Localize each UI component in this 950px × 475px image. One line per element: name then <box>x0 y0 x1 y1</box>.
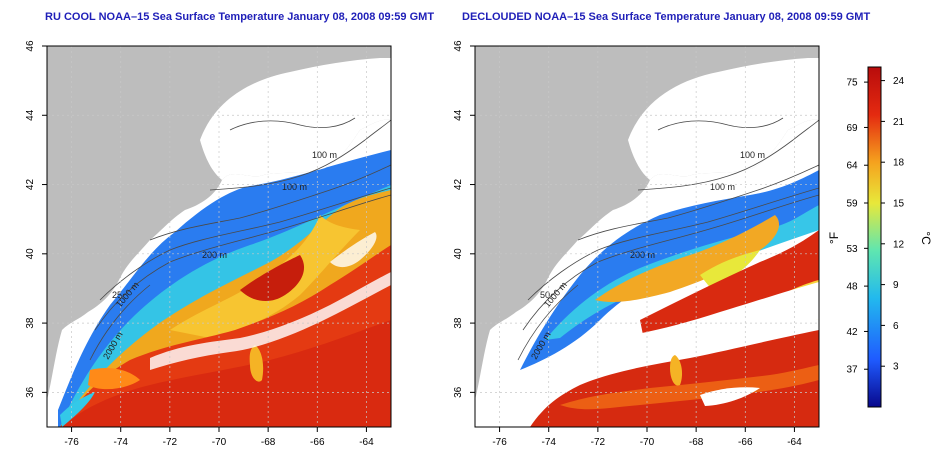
left-sst-map: 100 m 100 m 200 m 2000 m 1000 m 25 -76 -7… <box>25 40 392 448</box>
right-y-tick-label: 44 <box>453 109 464 121</box>
colorbar-fahrenheit-tick-label: 42 <box>846 327 858 338</box>
right-x-tick-label: -74 <box>541 437 556 448</box>
colorbar-ticks: 24 21 18 15 12 9 6 3 75 69 64 59 53 48 42 37 <box>846 76 904 376</box>
colorbar-gradient <box>867 66 882 408</box>
right-contour-label-1: 100 m <box>710 182 735 192</box>
colorbar-celsius-tick-label: 18 <box>893 158 905 169</box>
left-x-tick-label: -66 <box>310 437 325 448</box>
colorbar-celsius-tick-label: 15 <box>893 199 905 210</box>
colorbar-celsius-tick-label: 21 <box>893 117 905 128</box>
left-x-tick-label: -70 <box>212 437 227 448</box>
left-y-tick-label: 42 <box>25 179 36 191</box>
right-y-tick-label: 42 <box>453 179 464 191</box>
right-y-tick-label: 46 <box>453 40 464 52</box>
right-sst-field <box>520 170 819 427</box>
left-x-tick-label: -74 <box>113 437 128 448</box>
colorbar-fahrenheit-tick-label: 75 <box>846 78 858 89</box>
right-contours <box>517 117 819 361</box>
left-contours <box>89 117 391 361</box>
colorbar-celsius-tick-label: 3 <box>893 362 899 373</box>
colorbar-fahrenheit-tick-label: 59 <box>846 199 858 210</box>
left-x-tick-label: -72 <box>163 437 178 448</box>
left-axes: -76 -74 -72 -70 -68 -66 -64 36 38 40 42 44 46 <box>25 40 374 448</box>
right-map-title: DECLOUDED NOAA–15 Sea Surface Temperatur… <box>462 11 871 23</box>
left-contour-label-5: 25 <box>112 290 122 300</box>
colorbar-celsius-tick-label: 9 <box>893 280 899 291</box>
right-contour-label-5: 50 <box>540 290 550 300</box>
fahrenheit-label: °F <box>827 232 841 244</box>
colorbar-celsius-tick-label: 12 <box>893 239 905 250</box>
left-y-tick-label: 38 <box>25 317 36 329</box>
right-contour-label-2: 200 m <box>630 250 655 260</box>
colorbar-fahrenheit-tick-label: 48 <box>846 282 858 293</box>
colorbar-celsius-tick-label: 6 <box>893 321 899 332</box>
colorbar-fahrenheit-tick-label: 69 <box>846 123 858 134</box>
right-x-tick-label: -76 <box>492 437 507 448</box>
left-gulf-of-maine <box>200 58 391 180</box>
colorbar-fahrenheit-tick-label: 64 <box>846 161 858 172</box>
left-y-tick-label: 36 <box>25 386 36 398</box>
right-x-tick-label: -66 <box>738 437 753 448</box>
right-y-tick-label: 38 <box>453 317 464 329</box>
left-y-tick-label: 46 <box>25 40 36 52</box>
left-x-tick-label: -76 <box>64 437 79 448</box>
temperature-colorbar: 24 21 18 15 12 9 6 3 75 69 64 59 53 48 42 37 °F °C <box>827 66 933 408</box>
left-sst-field <box>58 150 391 427</box>
colorbar-fahrenheit-tick-label: 53 <box>846 244 858 255</box>
left-map-title: RU COOL NOAA–15 Sea Surface Temperature … <box>45 11 435 23</box>
left-contour-label-1: 100 m <box>282 182 307 192</box>
right-contour-label-0: 100 m <box>740 150 765 160</box>
right-sst-map: 100 m 100 m 200 m 2000 m 1000 m 50 -76 -7… <box>453 40 820 448</box>
left-x-tick-label: -68 <box>261 437 276 448</box>
left-y-tick-label: 40 <box>25 248 36 260</box>
right-x-tick-label: -70 <box>640 437 655 448</box>
right-x-tick-label: -64 <box>787 437 802 448</box>
right-y-tick-label: 40 <box>453 248 464 260</box>
right-x-tick-label: -72 <box>591 437 606 448</box>
left-x-tick-label: -64 <box>359 437 374 448</box>
colorbar-fahrenheit-tick-label: 37 <box>846 365 858 376</box>
right-axes: -76 -74 -72 -70 -68 -66 -64 36 38 40 42 44 46 <box>453 40 802 448</box>
left-contour-label-2: 200 m <box>202 250 227 260</box>
left-y-tick-label: 44 <box>25 109 36 121</box>
left-contour-label-0: 100 m <box>312 150 337 160</box>
right-gulf-of-maine <box>628 58 819 180</box>
colorbar-celsius-tick-label: 24 <box>893 76 905 87</box>
right-x-tick-label: -68 <box>689 437 704 448</box>
right-y-tick-label: 36 <box>453 386 464 398</box>
celsius-label: °C <box>919 231 933 245</box>
